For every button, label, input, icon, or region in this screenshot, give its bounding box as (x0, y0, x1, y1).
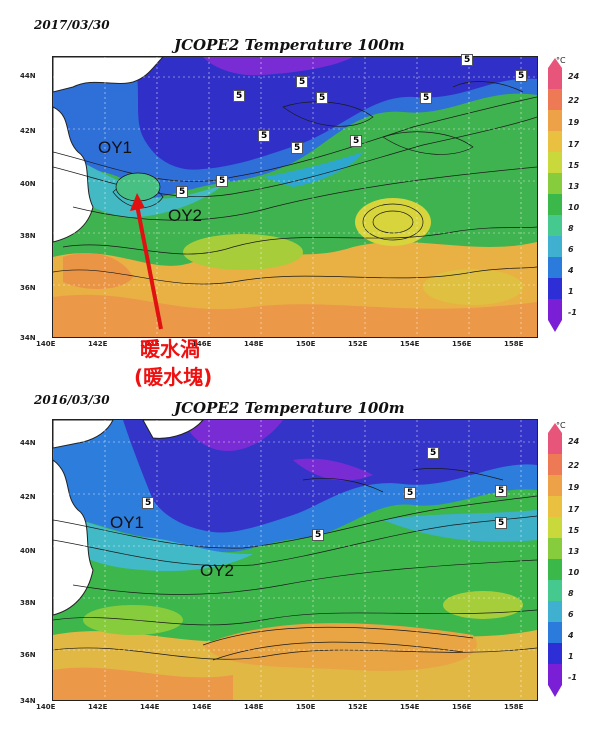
lat-tick: 44N (20, 439, 36, 447)
lat-tick: 42N (20, 493, 36, 501)
colorbar-tick: 4 (568, 266, 574, 275)
colorbar-tick: 4 (568, 631, 574, 640)
colorbar-tick: 13 (568, 547, 580, 556)
lat-tick: 36N (20, 284, 36, 292)
colorbar-tick: -1 (568, 673, 577, 682)
bottom-label-oy2: OY2 (200, 561, 235, 580)
lat-tick: 40N (20, 180, 36, 188)
contour-label-5: 5 (316, 92, 329, 104)
lon-tick: 152E (348, 340, 368, 348)
bottom-temperature-map (52, 419, 538, 701)
lon-tick: 148E (244, 340, 264, 348)
lon-tick: 158E (504, 703, 524, 711)
warm-eddy-annotation: 暖水渦 (140, 336, 200, 362)
contour-label-5: 5 (495, 517, 508, 529)
colorbar-tick: 6 (568, 245, 574, 254)
bottom-colorbar (548, 423, 562, 697)
lon-tick: 156E (452, 703, 472, 711)
contour-label-5: 5 (515, 70, 528, 82)
top-map-panel: 2017/03/30 JCOPE2 Temperature 100m (20, 18, 580, 362)
lon-tick: 150E (296, 703, 316, 711)
colorbar-tick: 19 (568, 118, 580, 127)
lat-tick: 36N (20, 651, 36, 659)
bottom-date: 2016/03/30 (34, 393, 110, 407)
warm-eddy-arrow (130, 193, 163, 330)
colorbar-tick: 8 (568, 224, 574, 233)
colorbar-tick: 1 (568, 652, 574, 661)
top-temperature-map (52, 56, 538, 338)
lon-tick: 158E (504, 340, 524, 348)
contour-label-5: 5 (350, 135, 363, 147)
contour-label-5: 5 (296, 76, 309, 88)
lon-tick: 140E (36, 703, 56, 711)
lon-tick: 154E (400, 340, 420, 348)
contour-label-5: 5 (216, 175, 229, 187)
colorbar-tick: 6 (568, 610, 574, 619)
warm-eddy-label: 暖水渦 (140, 337, 200, 361)
colorbar-tick: 15 (568, 526, 580, 535)
lat-tick: 40N (20, 547, 36, 555)
top-title: JCOPE2 Temperature 100m (174, 36, 405, 54)
lon-tick: 150E (296, 340, 316, 348)
top-date: 2017/03/30 (34, 18, 110, 32)
colorbar-tick: 10 (568, 568, 580, 577)
colorbar-tick: 10 (568, 203, 580, 212)
colorbar-tick: 22 (568, 461, 580, 470)
lat-tick: 42N (20, 127, 36, 135)
bottom-label-oy1: OY1 (110, 513, 145, 532)
lon-tick: 156E (452, 340, 472, 348)
contour-label-5: 5 (142, 497, 155, 509)
contour-label-5: 5 (461, 54, 474, 66)
contour-label-5: 5 (258, 130, 271, 142)
colorbar-tick: 24 (568, 437, 580, 446)
warm-eddy-sublabel: (暖水塊) (134, 365, 213, 389)
bottom-map-panel: 2016/03/30 JCOPE2 Temperature 100m (0, 367, 600, 734)
lat-tick: 38N (20, 599, 36, 607)
lon-tick: 152E (348, 703, 368, 711)
lat-tick: 34N (20, 697, 36, 705)
lon-tick: 144E (140, 340, 160, 348)
lat-tick: 38N (20, 232, 36, 240)
contour-label-5: 5 (420, 92, 433, 104)
colorbar-tick: 13 (568, 182, 580, 191)
colorbar-tick: 15 (568, 161, 580, 170)
top-label-oy1: OY1 (98, 138, 133, 157)
colorbar-tick: 19 (568, 483, 580, 492)
colorbar-tick: 17 (568, 140, 580, 149)
contour-label-5: 5 (404, 487, 417, 499)
contour-label-5: 5 (427, 447, 440, 459)
contour-label-5: 5 (312, 529, 325, 541)
lon-tick: 148E (244, 703, 264, 711)
lon-tick: 142E (88, 703, 108, 711)
colorbar-unit: °C (556, 56, 566, 65)
lon-tick: 140E (36, 340, 56, 348)
colorbar-tick: 22 (568, 96, 580, 105)
lat-tick: 34N (20, 334, 36, 342)
bottom-title: JCOPE2 Temperature 100m (174, 399, 405, 417)
colorbar-tick: 24 (568, 72, 580, 81)
top-label-oy2: OY2 (168, 206, 203, 225)
lon-tick: 144E (140, 703, 160, 711)
lon-tick: 146E (192, 340, 212, 348)
colorbar-tick: 8 (568, 589, 574, 598)
lon-tick: 142E (88, 340, 108, 348)
colorbar-tick: -1 (568, 308, 577, 317)
lat-tick: 44N (20, 72, 36, 80)
contour-label-5: 5 (495, 485, 508, 497)
contour-label-5: 5 (176, 186, 189, 198)
contour-label-5: 5 (233, 90, 246, 102)
lon-tick: 146E (192, 703, 212, 711)
colorbar-tick: 17 (568, 505, 580, 514)
lon-tick: 154E (400, 703, 420, 711)
top-colorbar (548, 58, 562, 332)
colorbar-tick: 1 (568, 287, 574, 296)
colorbar-unit: °C (556, 421, 566, 430)
contour-label-5: 5 (291, 142, 304, 154)
